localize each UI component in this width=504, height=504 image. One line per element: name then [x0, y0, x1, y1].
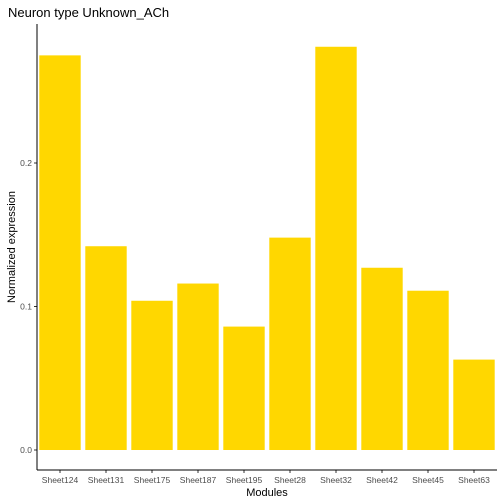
bar-sheet124	[39, 55, 81, 451]
chart-title: Neuron type Unknown_ACh	[8, 5, 169, 20]
x-tick-label: Sheet195	[226, 475, 263, 485]
bar-sheet187	[177, 283, 219, 450]
bar-sheet195	[223, 326, 265, 450]
y-ticks-group: 0.0 0.1 0.2	[20, 158, 37, 455]
bar-sheet28	[269, 237, 311, 450]
x-tick-label: Sheet63	[458, 475, 490, 485]
y-tick-label: 0.0	[20, 445, 32, 455]
bar-sheet131	[85, 246, 127, 450]
x-tick-label: Sheet187	[180, 475, 217, 485]
bar-sheet32	[315, 46, 357, 450]
x-tick-label: Sheet45	[412, 475, 444, 485]
x-tick-label: Sheet175	[134, 475, 171, 485]
y-tick-label: 0.1	[20, 302, 32, 312]
bar-sheet175	[131, 300, 173, 450]
y-axis-title: Normalized expression	[6, 191, 18, 303]
x-tick-label: Sheet124	[42, 475, 79, 485]
bar-sheet63	[453, 359, 495, 450]
x-tick-label: Sheet42	[366, 475, 398, 485]
x-tick-label: Sheet28	[274, 475, 306, 485]
y-tick-label: 0.2	[20, 158, 32, 168]
x-axis-title: Modules	[246, 487, 288, 499]
x-tick-label: Sheet32	[320, 475, 352, 485]
x-ticks-group: Sheet124 Sheet131 Sheet175 Sheet187 Sheet195…	[42, 470, 490, 485]
bar-sheet45	[407, 290, 449, 450]
bar-sheet42	[361, 267, 403, 450]
bars-group	[39, 46, 495, 451]
x-tick-label: Sheet131	[88, 475, 125, 485]
